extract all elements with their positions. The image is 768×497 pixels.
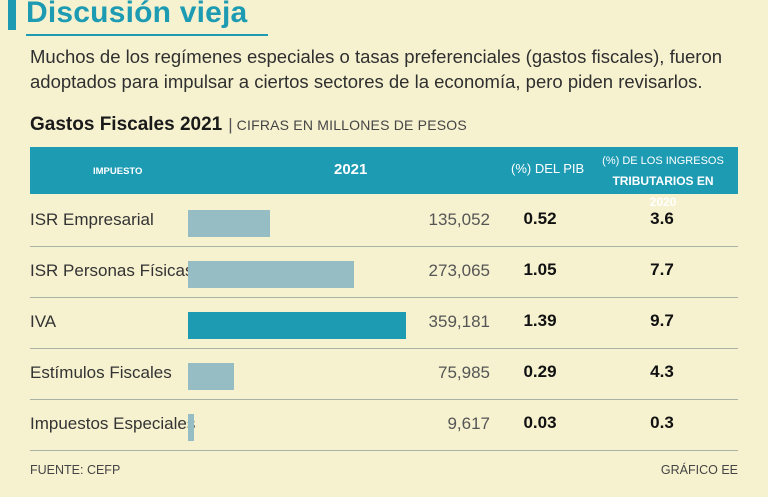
pib-percent-label: 0.29 — [523, 362, 557, 381]
chart-title-line: Gastos Fiscales 2021 | CIFRAS EN MILLONES … — [30, 114, 467, 136]
ingresos-percent-label: 4.3 — [650, 362, 674, 381]
units-label: CIFRAS EN MILLONES DE PESOS — [236, 117, 467, 133]
ingresos-percent-label: 3.6 — [650, 209, 674, 228]
header-year: 2021 — [334, 161, 368, 178]
pib-percent-label: 1.39 — [523, 311, 557, 330]
bar-mark — [188, 312, 406, 339]
value-label: 273,065 — [428, 261, 490, 280]
header-pib: (%) DEL PIB — [511, 161, 585, 176]
subtitle: Muchos de los regímenes especiales o tas… — [30, 46, 723, 92]
title-underline — [26, 34, 268, 36]
bar-mark — [188, 210, 270, 237]
header-impuesto: IMPUESTO — [93, 166, 143, 177]
row-category-label: Impuestos Especiales — [30, 414, 196, 433]
pib-percent-label: 1.05 — [523, 260, 557, 279]
bar-mark — [188, 261, 354, 288]
table-row: ISR Empresarial 135,052 0.52 3.6 — [30, 196, 738, 247]
ingresos-percent-label: 7.7 — [650, 260, 674, 279]
table-row: Impuestos Especiales 9,617 0.03 0.3 — [30, 400, 738, 451]
chart-title: Gastos Fiscales 2021 — [30, 114, 223, 135]
source-note: FUENTE: CEFP — [30, 463, 121, 477]
header-ingresos: (%) DE LOS INGRESOS TRIBUTARIOS EN 2020 — [598, 151, 728, 213]
table-row: IVA 359,181 1.39 9.7 — [30, 298, 738, 349]
row-category-label: Estímulos Fiscales — [30, 363, 172, 382]
table-row: Estímulos Fiscales 75,985 0.29 4.3 — [30, 349, 738, 400]
credit-note: GRÁFICO EE — [660, 463, 738, 477]
row-divider — [30, 297, 738, 298]
row-category-label: ISR Empresarial — [30, 210, 154, 229]
row-divider — [30, 348, 738, 349]
title-separator: | — [228, 115, 233, 134]
page-title: Discusión vieja — [26, 0, 248, 29]
row-divider — [30, 399, 738, 400]
header-ingresos-line2: TRIBUTARIOS EN 2020 — [612, 174, 714, 209]
row-divider — [30, 246, 738, 247]
row-divider — [30, 450, 738, 451]
pib-percent-label: 0.03 — [523, 413, 557, 432]
bar-mark — [188, 363, 235, 390]
value-label: 135,052 — [428, 210, 490, 229]
table-header: IMPUESTO 2021 (%) DEL PIB (%) DE LOS ING… — [30, 147, 738, 209]
row-category-label: ISR Personas Físicas — [30, 261, 194, 280]
value-label: 9,617 — [447, 414, 490, 433]
title-accent-bar — [8, 0, 16, 30]
value-label: 75,985 — [438, 363, 490, 382]
header-ingresos-line1: (%) DE LOS INGRESOS — [602, 155, 724, 167]
ingresos-percent-label: 0.3 — [650, 413, 674, 432]
value-label: 359,181 — [428, 312, 490, 331]
bar-mark — [188, 414, 194, 441]
table-row: ISR Personas Físicas 273,065 1.05 7.7 — [30, 247, 738, 298]
ingresos-percent-label: 9.7 — [650, 311, 674, 330]
row-category-label: IVA — [30, 312, 57, 331]
pib-percent-label: 0.52 — [523, 209, 557, 228]
